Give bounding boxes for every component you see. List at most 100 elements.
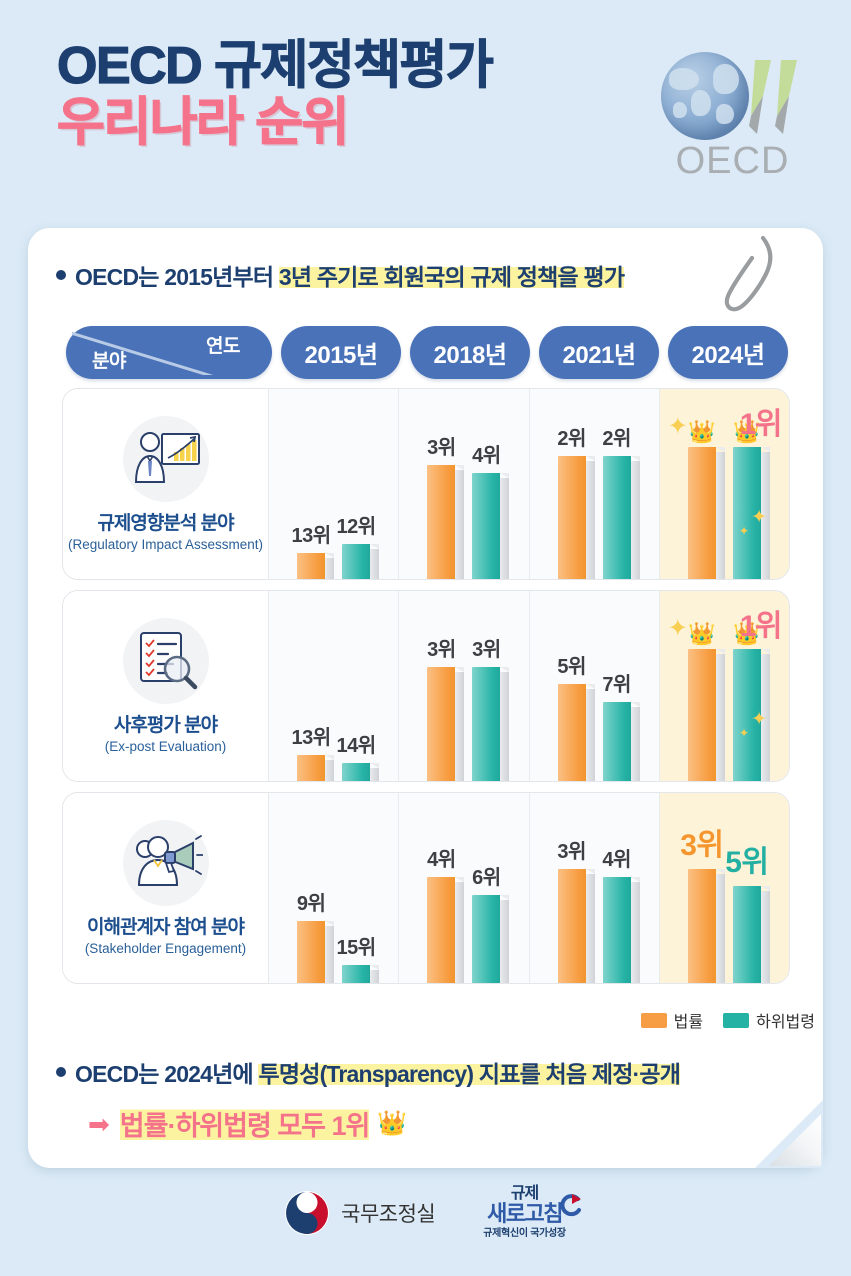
- globe-icon: [661, 52, 749, 140]
- legend-swatch-subordinate: [723, 1012, 750, 1028]
- bar-group: 6위: [469, 867, 510, 983]
- arrow-right-icon: ➡: [88, 1108, 110, 1139]
- brand-logo: 규제 새로고침 규제혁신이 국가성장: [483, 1185, 581, 1239]
- bar-group: 3위: [469, 639, 510, 781]
- bar-value-label: 2위: [557, 428, 586, 450]
- legend-label-law: 법률: [673, 1014, 704, 1031]
- bullet-icon: [56, 270, 66, 280]
- crown-icon: 👑: [733, 621, 761, 646]
- bar-value-label: 15위: [336, 937, 377, 959]
- bar-group: 3위: [680, 829, 725, 983]
- bar-subordinate: 5위: [725, 846, 770, 983]
- bar-subordinate: 4위: [472, 445, 510, 579]
- bar-group: 👑: [685, 421, 725, 579]
- bar-group: 12위: [337, 516, 380, 579]
- bar-subordinate: 2위: [602, 428, 640, 579]
- year-column-2024: 3위 5위: [658, 793, 789, 983]
- bar-law: 13위: [292, 525, 335, 579]
- note-top-highlight: 3년 주기로 회원국의 규제 정책을 평가: [278, 264, 625, 290]
- bar-group: 13위: [292, 525, 335, 579]
- rank-badge: 1위: [739, 610, 783, 643]
- bar-law: 3위: [680, 829, 725, 983]
- bar-value-label: 7위: [602, 674, 631, 696]
- conclusion-line: ➡ 법률·하위법령 모두 1위 👑: [88, 1104, 407, 1143]
- bar-group: 4위: [469, 445, 510, 579]
- category-name: 사후평가 분야: [113, 714, 218, 736]
- year-column-2024: 👑 👑 1위 ✦ ✦ ✦: [658, 591, 789, 781]
- table-header-row: 분야 연도 2015년 2018년 2021년 2024년: [66, 326, 788, 379]
- bar-value-label: 5위: [725, 846, 769, 879]
- legend-swatch-law: [640, 1012, 667, 1028]
- bar-value-label: 6위: [472, 867, 501, 889]
- bar-group: 3위: [424, 639, 465, 781]
- year-column-2021: 3위 4위: [528, 793, 659, 983]
- category-icon-cell: 이해관계자 참여 분야 (Stakeholder Engagement): [63, 793, 269, 983]
- title-line-2: 우리나라 순위: [56, 94, 350, 153]
- header-year-2015[interactable]: 2015년: [281, 326, 401, 379]
- category-row: 사후평가 분야 (Ex-post Evaluation) 13위 14위 3위 3위 5위 7…: [62, 590, 790, 782]
- crown-icon: 👑: [688, 621, 716, 646]
- bar-law: 4위: [427, 849, 465, 983]
- brand-line-1: 규제: [510, 1185, 539, 1202]
- bar-law: 3위: [427, 437, 465, 579]
- year-column-2021: 2위 2위: [528, 389, 659, 579]
- crown-icon: 👑: [377, 1110, 408, 1137]
- bar-subordinate: 7위: [602, 674, 640, 781]
- crown-icon: 👑: [688, 419, 716, 444]
- taegeuk-icon: [285, 1190, 330, 1235]
- bar-group: 9위: [294, 893, 335, 983]
- bar-group: 4위: [600, 849, 640, 983]
- bar-value-label: 3위: [557, 841, 586, 863]
- bar-value-label: 3위: [427, 437, 456, 459]
- bar-value-label: 5위: [557, 656, 586, 678]
- bar-group: 14위: [337, 735, 380, 781]
- presenter-chart-icon: [122, 415, 209, 502]
- oecd-chevron-icon: [749, 60, 797, 134]
- corner-label-year: 연도: [206, 336, 240, 357]
- bar-value-label: 4위: [427, 849, 456, 871]
- year-columns: 13위 12위 3위 4위 2위 2위 👑 👑 1위 ✦ ✦ ✦: [269, 389, 789, 579]
- gov-name-label: 국무조정실: [341, 1202, 436, 1226]
- note-top: OECD는 2015년부터 3년 주기로 회원국의 규제 정책을 평가: [56, 258, 625, 292]
- corner-label-field: 분야: [92, 351, 126, 372]
- bar-value-label: 14위: [336, 735, 377, 757]
- bar-subordinate: 14위: [337, 735, 380, 781]
- bar-law: 👑: [687, 623, 725, 781]
- page-footer: 국무조정실 규제 새로고침 규제혁신이 국가성장: [0, 1186, 851, 1239]
- crown-icon: 👑: [733, 419, 761, 444]
- year-column-2018: 4위 6위: [398, 793, 528, 983]
- bar-law: 3위: [557, 841, 595, 983]
- year-column-2015: 13위 12위: [269, 389, 398, 579]
- year-column-2021: 5위 7위: [528, 591, 659, 781]
- bar-group: 2위: [600, 428, 640, 579]
- header-year-2024[interactable]: 2024년: [668, 326, 788, 379]
- bar-value-label: 4위: [472, 445, 501, 467]
- page-curl: [755, 1100, 823, 1168]
- chart-legend: 법률 하위법령: [640, 1008, 815, 1032]
- category-name-en: (Regulatory Impact Assessment): [67, 536, 264, 552]
- year-column-2015: 13위 14위: [269, 591, 398, 781]
- note-bottom: OECD는 2024년에 투명성(Transparency) 지표를 처음 제정…: [56, 1055, 681, 1089]
- bar-subordinate: 👑: [732, 623, 770, 781]
- checklist-magnifier-icon: [122, 617, 209, 704]
- bar-value-label: 2위: [602, 428, 631, 450]
- bar-value-label: 3위: [427, 639, 456, 661]
- sparkle-icon: ✦: [667, 413, 688, 440]
- brand-line-2: 새로고침: [487, 1201, 563, 1226]
- oecd-logo: OECD: [655, 48, 810, 188]
- header-year-2018[interactable]: 2018년: [410, 326, 530, 379]
- bar-group: 5위: [555, 656, 595, 781]
- page-header: OECD 규제정책평가 우리나라 순위 OECD: [0, 0, 851, 225]
- megaphone-person-icon: [122, 819, 209, 906]
- conclusion-text: 법률·하위법령 모두 1위: [119, 1104, 370, 1143]
- page-title: OECD 규제정책평가 우리나라 순위: [56, 37, 494, 153]
- header-year-2021[interactable]: 2021년: [539, 326, 659, 379]
- bar-value-label: 13위: [291, 727, 332, 749]
- note-bottom-plain: OECD는 2024년에: [75, 1061, 259, 1087]
- bar-subordinate: 3위: [472, 639, 510, 781]
- bar-group: 2위: [555, 428, 595, 579]
- bar-law: 2위: [557, 428, 595, 579]
- paperclip-icon: [724, 235, 773, 312]
- bar-subordinate: 👑: [732, 421, 770, 579]
